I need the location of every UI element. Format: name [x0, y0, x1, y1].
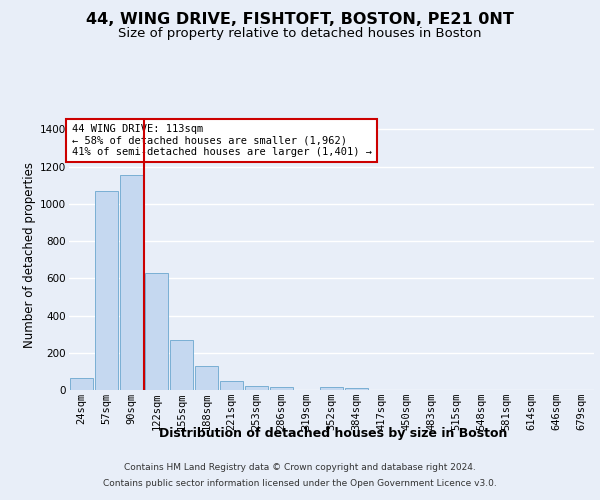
- Bar: [345, 388, 368, 390]
- Text: Contains public sector information licensed under the Open Government Licence v3: Contains public sector information licen…: [103, 478, 497, 488]
- Bar: [95, 191, 118, 390]
- Bar: [220, 381, 243, 390]
- Bar: [245, 386, 268, 390]
- Text: Size of property relative to detached houses in Boston: Size of property relative to detached ho…: [118, 28, 482, 40]
- Text: 44, WING DRIVE, FISHTOFT, BOSTON, PE21 0NT: 44, WING DRIVE, FISHTOFT, BOSTON, PE21 0…: [86, 12, 514, 28]
- Bar: [145, 272, 168, 390]
- Bar: [120, 175, 143, 390]
- Bar: [195, 366, 218, 390]
- Text: Distribution of detached houses by size in Boston: Distribution of detached houses by size …: [159, 428, 507, 440]
- Text: Contains HM Land Registry data © Crown copyright and database right 2024.: Contains HM Land Registry data © Crown c…: [124, 464, 476, 472]
- Text: 44 WING DRIVE: 113sqm
← 58% of detached houses are smaller (1,962)
41% of semi-d: 44 WING DRIVE: 113sqm ← 58% of detached …: [71, 124, 371, 157]
- Bar: [320, 386, 343, 390]
- Bar: [270, 387, 293, 390]
- Bar: [70, 378, 93, 390]
- Y-axis label: Number of detached properties: Number of detached properties: [23, 162, 36, 348]
- Bar: [170, 340, 193, 390]
